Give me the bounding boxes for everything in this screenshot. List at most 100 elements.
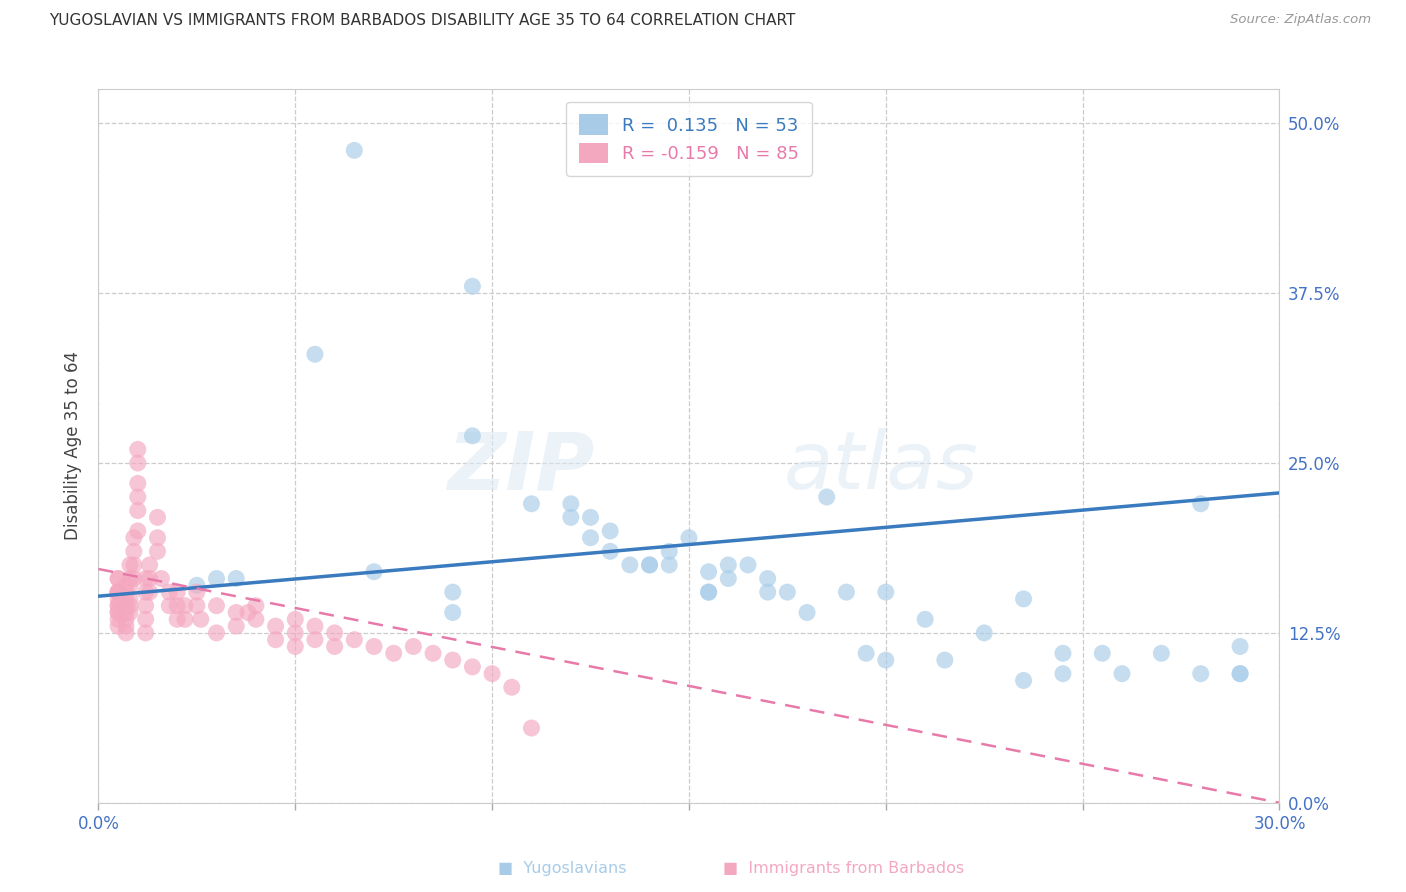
Point [638, 558, 661, 572]
Point [717, 558, 740, 572]
Point [756, 572, 779, 586]
Point [107, 599, 129, 613]
Point [138, 572, 160, 586]
Point [245, 599, 267, 613]
Point [118, 591, 141, 606]
Point [115, 591, 138, 606]
Point [1229, 666, 1251, 681]
Point [717, 572, 740, 586]
Legend: R =  0.135   N = 53, R = -0.159   N = 85: R = 0.135 N = 53, R = -0.159 N = 85 [567, 102, 811, 176]
Point [127, 456, 149, 470]
Point [166, 585, 188, 599]
Point [1189, 497, 1212, 511]
Point [205, 572, 228, 586]
Point [973, 626, 995, 640]
Point [107, 585, 129, 599]
Point [737, 558, 759, 572]
Point [1012, 591, 1035, 606]
Point [157, 585, 180, 599]
Text: atlas: atlas [783, 428, 979, 507]
Point [166, 612, 188, 626]
Point [638, 558, 661, 572]
Point [560, 510, 582, 524]
Point [146, 510, 169, 524]
Point [118, 599, 141, 613]
Point [363, 640, 385, 654]
Point [343, 144, 366, 158]
Point [875, 653, 897, 667]
Point [135, 612, 157, 626]
Point [461, 429, 484, 443]
Point [107, 572, 129, 586]
Point [118, 578, 141, 592]
Point [1150, 646, 1173, 660]
Point [245, 612, 267, 626]
Point [599, 544, 621, 558]
Point [461, 660, 484, 674]
Point [619, 558, 641, 572]
Point [1012, 673, 1035, 688]
Point [756, 585, 779, 599]
Point [122, 531, 145, 545]
Point [225, 606, 247, 620]
Point [304, 619, 326, 633]
Point [776, 585, 799, 599]
Point [284, 626, 307, 640]
Point [127, 476, 149, 491]
Point [115, 578, 138, 592]
Point [135, 585, 157, 599]
Text: ■  Immigrants from Barbados: ■ Immigrants from Barbados [723, 861, 965, 876]
Point [1052, 666, 1074, 681]
Text: ■  Yugoslavians: ■ Yugoslavians [498, 861, 627, 876]
Point [520, 721, 543, 735]
Point [157, 599, 180, 613]
Point [127, 442, 149, 457]
Point [1111, 666, 1133, 681]
Text: ZIP: ZIP [447, 428, 595, 507]
Point [461, 279, 484, 293]
Point [135, 572, 157, 586]
Point [107, 591, 129, 606]
Point [115, 626, 138, 640]
Point [174, 612, 197, 626]
Point [135, 626, 157, 640]
Point [599, 524, 621, 538]
Point [304, 632, 326, 647]
Point [501, 680, 523, 694]
Point [118, 572, 141, 586]
Point [697, 565, 720, 579]
Point [138, 585, 160, 599]
Point [122, 572, 145, 586]
Point [855, 646, 877, 660]
Point [1091, 646, 1114, 660]
Point [441, 653, 464, 667]
Point [115, 599, 138, 613]
Point [174, 599, 197, 613]
Point [284, 640, 307, 654]
Point [115, 619, 138, 633]
Point [150, 572, 173, 586]
Point [402, 640, 425, 654]
Point [678, 531, 700, 545]
Point [658, 544, 681, 558]
Point [363, 565, 385, 579]
Point [697, 585, 720, 599]
Point [135, 599, 157, 613]
Point [441, 606, 464, 620]
Point [1229, 666, 1251, 681]
Point [815, 490, 838, 504]
Point [1052, 646, 1074, 660]
Point [236, 606, 259, 620]
Point [225, 572, 247, 586]
Point [441, 585, 464, 599]
Point [225, 619, 247, 633]
Point [107, 585, 129, 599]
Point [284, 612, 307, 626]
Point [697, 585, 720, 599]
Point [1189, 666, 1212, 681]
Point [118, 606, 141, 620]
Point [146, 544, 169, 558]
Point [481, 666, 503, 681]
Point [138, 558, 160, 572]
Point [146, 531, 169, 545]
